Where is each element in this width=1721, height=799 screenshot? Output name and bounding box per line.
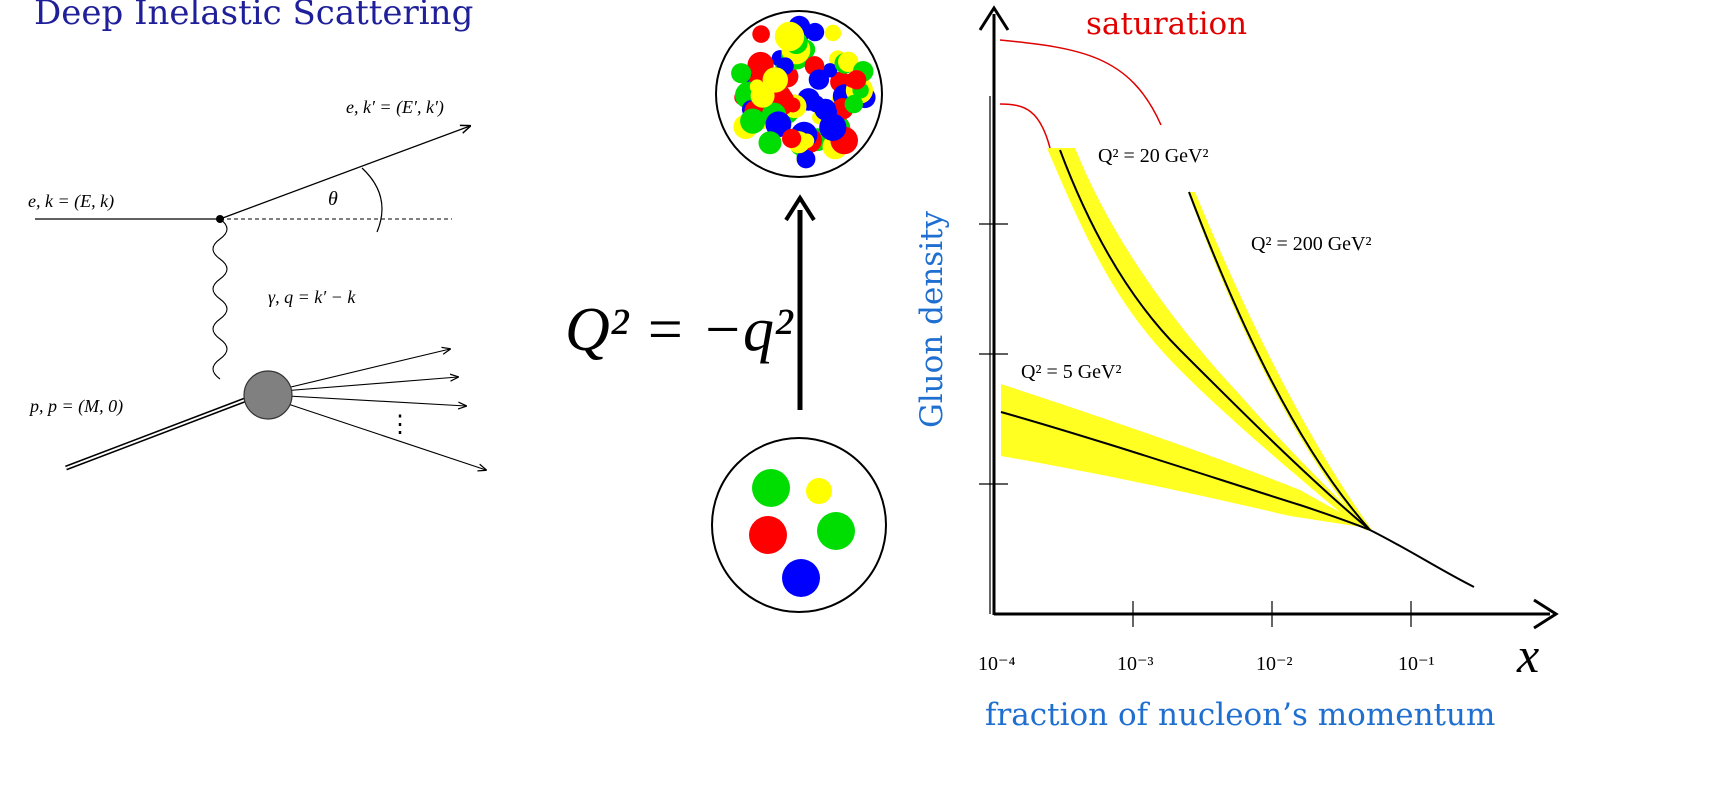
hadron-jet-3 xyxy=(269,394,466,406)
parton-green-1 xyxy=(752,469,790,507)
parton-blue xyxy=(782,559,820,597)
parton-dot xyxy=(731,63,752,84)
low-q2-proton xyxy=(711,437,887,613)
curve-q2-20 xyxy=(1059,149,1371,531)
parton-dot xyxy=(796,149,816,169)
hadron-jet-1 xyxy=(269,349,450,393)
parton-dot xyxy=(844,94,863,114)
parton-dot xyxy=(740,108,766,134)
parton-dot xyxy=(762,67,788,93)
saturation-label: saturation xyxy=(1086,6,1247,42)
series-label-q2-200: Q² = 200 GeV² xyxy=(1251,233,1371,255)
label-photon: γ, q = k′ − k xyxy=(268,287,356,307)
feynman-diagram: e, k′ = (E′, k′) θ e, k = (E, k) γ, q = … xyxy=(28,97,486,470)
saturation-curve-lower xyxy=(999,103,1051,149)
hadron-jet-2 xyxy=(269,377,458,393)
parton-dot xyxy=(805,22,825,42)
label-outgoing-electron: e, k′ = (E′, k′) xyxy=(346,97,444,118)
curve-q2-5 xyxy=(1000,411,1475,588)
x-axis-label: fraction of nucleon’s momentum xyxy=(985,697,1495,733)
virtual-photon-wavy-line xyxy=(212,218,228,380)
y-axis-label: Gluon density xyxy=(914,210,950,428)
parton-dot xyxy=(819,113,847,141)
hadron-jet-4 xyxy=(269,397,486,470)
parton-dot xyxy=(785,97,801,113)
x-tick-label: 10⁻¹ xyxy=(1398,653,1435,675)
label-proton: p, p = (M, 0) xyxy=(28,396,123,417)
label-jet-dots: ⋮ xyxy=(388,412,412,438)
x-tick-label: 10⁻⁴ xyxy=(978,653,1016,675)
resolution-arrow xyxy=(784,194,816,410)
band-q2-5 xyxy=(1001,384,1368,528)
parton-dot xyxy=(808,69,830,90)
x-tick-label: 10⁻³ xyxy=(1117,653,1154,675)
parton-dot xyxy=(765,111,792,138)
parton-dot xyxy=(758,131,782,155)
x-axis-symbol: x xyxy=(1516,627,1539,683)
scattering-angle-arc xyxy=(361,167,383,233)
curve-q2-200 xyxy=(1188,191,1371,531)
slide-title: Deep Inelastic Scattering xyxy=(34,0,473,33)
proton-blob xyxy=(243,370,293,420)
series-label-q2-20: Q² = 20 GeV² xyxy=(1098,145,1208,167)
parton-dot xyxy=(846,70,867,90)
outgoing-electron-arrow xyxy=(219,126,470,220)
q2-formula: Q² = −q² xyxy=(565,296,794,364)
label-incoming-electron: e, k = (E, k) xyxy=(28,191,114,212)
parton-dot xyxy=(824,24,842,42)
y-axis-arrowhead xyxy=(978,5,1010,31)
gluon-density-chart: Q² = 20 GeV² Q² = 200 GeV² Q² = 5 GeV² s… xyxy=(914,5,1559,733)
saturation-curve-upper xyxy=(999,39,1162,126)
parton-red xyxy=(749,516,787,554)
label-angle: θ xyxy=(328,188,338,210)
parton-yellow xyxy=(806,478,832,504)
parton-dot xyxy=(774,21,805,52)
series-label-q2-5: Q² = 5 GeV² xyxy=(1021,361,1121,383)
parton-dot xyxy=(799,133,815,149)
parton-dot xyxy=(752,25,770,43)
parton-green-2 xyxy=(817,512,855,550)
x-tick-label: 10⁻² xyxy=(1256,653,1293,675)
parton-dot xyxy=(782,128,802,149)
band-q2-20 xyxy=(1047,148,1370,530)
dense-parton-dots xyxy=(731,15,876,169)
proton-line-inner xyxy=(65,397,251,469)
high-q2-proton xyxy=(715,10,883,178)
band-q2-200 xyxy=(1188,192,1372,530)
x-axis-arrowhead xyxy=(1533,598,1559,630)
parton-dot xyxy=(838,51,859,72)
